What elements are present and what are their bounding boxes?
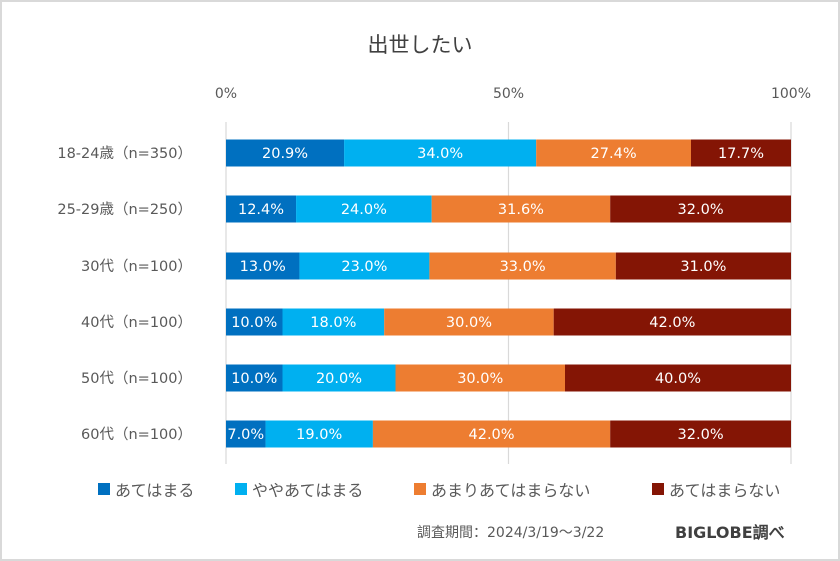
category-label: 25-29歳（n=250） <box>57 201 192 218</box>
data-label: 32.0% <box>678 202 724 218</box>
bar-segment <box>296 195 432 223</box>
x-tick-label: 100% <box>771 86 811 102</box>
data-label: 12.4% <box>238 202 284 218</box>
data-label: 31.0% <box>680 259 726 275</box>
data-label: 20.0% <box>316 371 362 387</box>
x-axis-ticks: 0% 50% 100% <box>215 86 811 102</box>
data-label: 34.0% <box>417 146 463 162</box>
legend-swatch <box>235 483 247 495</box>
x-tick-label: 50% <box>493 86 524 102</box>
legend-label: ややあてはまる <box>252 481 363 500</box>
bar-segment <box>372 420 611 448</box>
bars: 20.9% 34.0% 27.4% 17.7% 12.4% 24.0% 31.6% 32.0%… <box>226 139 791 448</box>
data-label: 18.0% <box>310 315 356 331</box>
data-label: 30.0% <box>457 371 503 387</box>
data-label: 17.7% <box>718 146 764 162</box>
legend-swatch <box>652 483 664 495</box>
data-label: 13.0% <box>240 259 286 275</box>
bar-segment <box>536 139 691 167</box>
bar-segment <box>431 195 611 223</box>
data-label: 10.0% <box>231 371 277 387</box>
data-label: 30.0% <box>446 315 492 331</box>
category-label: 30代（n=100） <box>81 258 192 275</box>
bar-segment <box>610 420 791 448</box>
category-label: 40代（n=100） <box>81 314 192 331</box>
bar-segment <box>226 139 345 167</box>
bar-segment <box>282 308 385 336</box>
bar-segment <box>610 195 791 223</box>
data-label: 20.9% <box>262 146 308 162</box>
source-credit: BIGLOBE調べ <box>675 523 785 542</box>
legend-swatch <box>98 483 110 495</box>
chart-title: 出世したい <box>368 33 473 57</box>
gridlines <box>225 122 792 464</box>
bar-segment <box>265 420 373 448</box>
bar-segment <box>553 308 791 336</box>
data-label: 31.6% <box>498 202 544 218</box>
bar-segment <box>226 420 266 448</box>
bar-segment <box>226 364 283 392</box>
legend-label: あまりあてはまらない <box>431 481 590 500</box>
category-labels: 18-24歳（n=350） 25-29歳（n=250） 30代（n=100） 40代（… <box>57 145 192 443</box>
data-label: 23.0% <box>341 259 387 275</box>
bar-segment <box>299 252 430 280</box>
data-label: 40.0% <box>655 371 701 387</box>
x-tick-label: 0% <box>215 86 237 102</box>
data-label: 42.0% <box>469 427 515 443</box>
category-label: 60代（n=100） <box>81 426 192 443</box>
legend-label: あてはまる <box>115 481 194 500</box>
data-label: 7.0% <box>227 427 264 443</box>
bar-segment <box>690 139 791 167</box>
category-label: 18-24歳（n=350） <box>57 145 192 162</box>
data-label: 24.0% <box>341 202 387 218</box>
bar-segment <box>565 364 791 392</box>
bar-segment <box>344 139 537 167</box>
legend: あてはまる ややあてはまる あまりあてはまらない あてはまらない <box>98 481 780 500</box>
bar-segment <box>395 364 565 392</box>
legend-label: あてはまらない <box>669 481 780 500</box>
data-label: 27.4% <box>591 146 637 162</box>
legend-swatch <box>414 483 426 495</box>
data-label: 33.0% <box>500 259 546 275</box>
bar-segment <box>282 364 396 392</box>
data-label: 10.0% <box>231 315 277 331</box>
survey-period: 調査期間：2024/3/19～3/22 <box>417 525 604 541</box>
data-label: 19.0% <box>296 427 342 443</box>
bar-segment <box>429 252 616 280</box>
data-label: 32.0% <box>678 427 724 443</box>
bar-segment <box>226 195 297 223</box>
bar-segment <box>226 252 300 280</box>
data-label: 42.0% <box>649 315 695 331</box>
bar-segment <box>615 252 791 280</box>
category-label: 50代（n=100） <box>81 370 192 387</box>
bar-segment <box>384 308 554 336</box>
bar-segment <box>226 308 283 336</box>
